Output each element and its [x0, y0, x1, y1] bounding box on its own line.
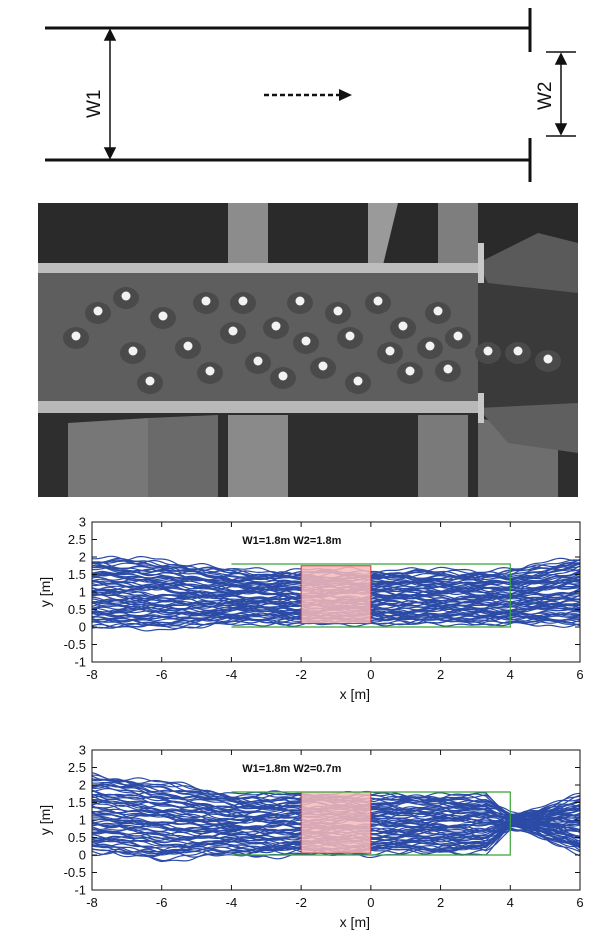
y-tick-label: -1 — [74, 883, 86, 898]
x-tick-label: -8 — [86, 895, 98, 910]
w1-label: W1 — [84, 90, 105, 119]
trajectory-chart-2: -8 -6 -4 -2 0 2 4 6 -1 -0.5 0 0.5 1 1.5 2 2.5 3 W1=1.8m … — [37, 743, 584, 931]
y-tick-label: 2.5 — [68, 760, 86, 775]
bottleneck-region-2 — [300, 791, 372, 854]
trajectory-chart-1: -8 -6 -4 -2 0 2 4 6 -1 -0.5 0 0.5 1 1.5 2 2.5 3 W1=1.8m … — [37, 515, 584, 703]
y-tick-label: 1.5 — [68, 567, 86, 582]
x-tick-label: 2 — [437, 895, 444, 910]
y-tick-label: 2.5 — [68, 532, 86, 547]
y-tick-label: 3 — [79, 743, 86, 758]
x-tick-label: -4 — [226, 667, 238, 682]
w1-dimension-arrow — [103, 28, 117, 160]
w2-label: W2 — [535, 82, 556, 111]
x-tick-label: -6 — [156, 895, 168, 910]
corridor-schematic: W1 W2 — [45, 8, 576, 182]
chart-1-y-axis-label: y [m] — [37, 577, 53, 607]
chart-2-annotation: W1=1.8m W2=0.7m — [242, 763, 341, 775]
x-tick-label: -4 — [226, 895, 238, 910]
w2-dimension-arrow — [546, 51, 576, 137]
x-tick-label: 6 — [576, 667, 583, 682]
x-tick-label: 0 — [367, 895, 374, 910]
y-tick-label: 2 — [79, 778, 86, 793]
y-tick-label: -0.5 — [64, 637, 86, 652]
y-tick-label: 1.5 — [68, 795, 86, 810]
x-tick-label: -2 — [295, 895, 307, 910]
y-tick-label: 1 — [79, 585, 86, 600]
x-tick-label: -8 — [86, 667, 98, 682]
axis-ticks-1: -8 -6 -4 -2 0 2 4 6 -1 -0.5 0 0.5 1 1.5 2 2.5 3 — [64, 515, 584, 683]
x-tick-label: 2 — [437, 667, 444, 682]
y-tick-label: 0 — [79, 620, 86, 635]
y-tick-label: -0.5 — [64, 865, 86, 880]
y-tick-label: 1 — [79, 813, 86, 828]
axis-ticks-2: -8 -6 -4 -2 0 2 4 6 -1 -0.5 0 0.5 1 1.5 2 2.5 3 — [64, 743, 584, 911]
corridor-outline-2 — [231, 791, 511, 856]
y-tick-label: 0 — [79, 848, 86, 863]
chart-2-x-axis-label: x [m] — [340, 914, 370, 930]
chart-1-x-axis-label: x [m] — [340, 686, 370, 702]
y-tick-label: 3 — [79, 515, 86, 530]
x-tick-label: 4 — [507, 895, 514, 910]
x-tick-label: -2 — [295, 667, 307, 682]
x-tick-label: 0 — [367, 667, 374, 682]
chart-2-y-axis-label: y [m] — [37, 805, 53, 835]
experiment-overhead-photo — [38, 203, 578, 497]
x-tick-label: 4 — [507, 667, 514, 682]
chart-1-annotation: W1=1.8m W2=1.8m — [242, 535, 341, 547]
y-tick-label: 0.5 — [68, 830, 86, 845]
y-tick-label: -1 — [74, 655, 86, 670]
pedestrian-heads — [63, 287, 561, 394]
walking-direction-arrow-icon — [264, 89, 352, 101]
y-tick-label: 2 — [79, 550, 86, 565]
y-tick-label: 0.5 — [68, 602, 86, 617]
x-tick-label: 6 — [576, 895, 583, 910]
corridor-outline-1 — [231, 563, 511, 628]
bottleneck-region-1 — [300, 565, 372, 624]
x-tick-label: -6 — [156, 667, 168, 682]
